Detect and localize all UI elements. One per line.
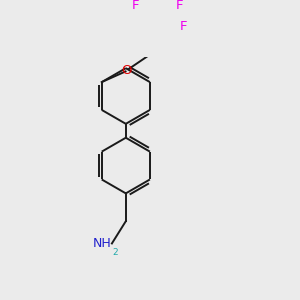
Text: O: O [122,64,132,77]
Text: F: F [180,20,188,33]
Text: F: F [176,0,183,12]
Text: F: F [131,0,139,12]
Text: 2: 2 [112,248,118,257]
Text: NH: NH [93,237,112,250]
